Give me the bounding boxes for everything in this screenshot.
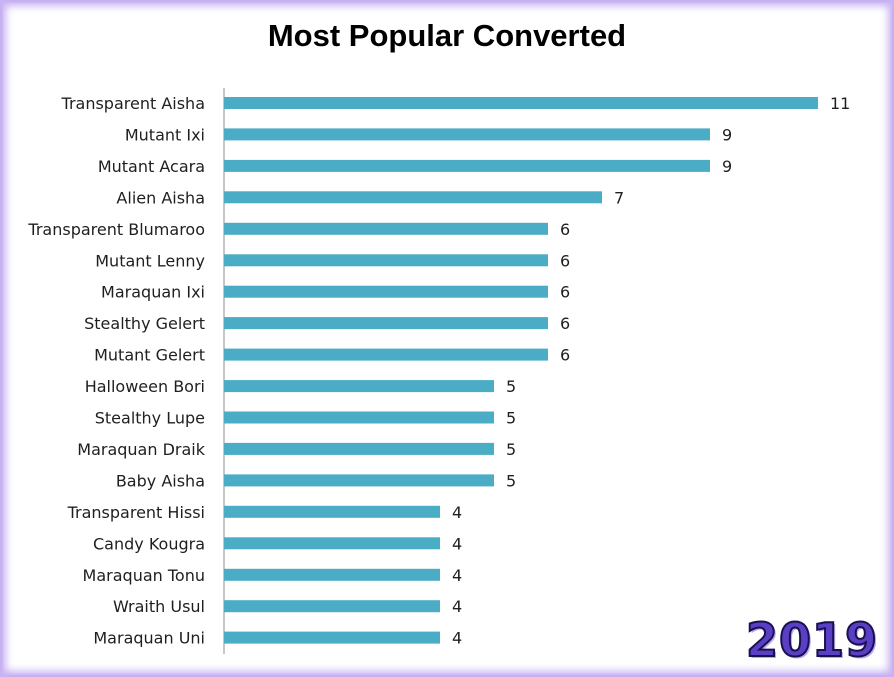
bar xyxy=(224,128,710,141)
category-label: Maraquan Uni xyxy=(93,629,205,648)
category-label: Halloween Bori xyxy=(85,377,205,396)
data-label: 6 xyxy=(560,220,570,239)
bar xyxy=(224,474,494,487)
bar xyxy=(224,285,548,298)
bar xyxy=(224,600,440,613)
data-label: 4 xyxy=(452,503,462,522)
data-label: 4 xyxy=(452,629,462,648)
category-label: Transparent Hissi xyxy=(67,503,205,522)
data-label: 4 xyxy=(452,534,462,553)
data-label: 11 xyxy=(830,94,850,113)
data-label: 6 xyxy=(560,314,570,333)
bar xyxy=(224,222,548,235)
data-label: 9 xyxy=(722,157,732,176)
bar xyxy=(224,159,710,172)
data-label: 6 xyxy=(560,283,570,302)
category-label: Baby Aisha xyxy=(116,471,205,490)
data-label: 9 xyxy=(722,125,732,144)
bar xyxy=(224,191,602,204)
bar xyxy=(224,254,548,267)
category-label: Mutant Ixi xyxy=(125,125,205,144)
data-label: 4 xyxy=(452,597,462,616)
chart-title: Most Popular Converted xyxy=(267,18,627,53)
data-label: 7 xyxy=(614,188,624,207)
data-label: 6 xyxy=(560,251,570,270)
category-label: Stealthy Gelert xyxy=(84,314,205,333)
category-label: Mutant Gelert xyxy=(94,346,205,365)
bar xyxy=(224,380,494,393)
category-label: Candy Kougra xyxy=(93,534,205,553)
data-label: 6 xyxy=(560,346,570,365)
category-label: Mutant Lenny xyxy=(95,251,205,270)
category-label: Alien Aisha xyxy=(116,188,205,207)
category-label: Maraquan Ixi xyxy=(101,283,205,302)
bar xyxy=(224,537,440,550)
data-label: 4 xyxy=(452,566,462,585)
bar xyxy=(224,97,818,109)
bar xyxy=(224,317,548,330)
bar xyxy=(224,568,440,581)
category-label: Transparent Blumaroo xyxy=(27,220,205,239)
year-stamp: 2019 xyxy=(745,613,878,667)
category-label: Stealthy Lupe xyxy=(95,409,205,428)
category-label: Transparent Aisha xyxy=(61,94,205,113)
data-label: 5 xyxy=(506,440,516,459)
category-label: Maraquan Tonu xyxy=(83,566,205,585)
data-label: 5 xyxy=(506,471,516,490)
bar xyxy=(224,442,494,455)
data-label: 5 xyxy=(506,409,516,428)
category-label: Wraith Usul xyxy=(113,597,205,616)
category-label: Maraquan Draik xyxy=(77,440,205,459)
data-label: 5 xyxy=(506,377,516,396)
category-label: Mutant Acara xyxy=(98,157,205,176)
bar xyxy=(224,411,494,424)
bar xyxy=(224,505,440,518)
bar xyxy=(224,631,440,644)
bar xyxy=(224,348,548,361)
